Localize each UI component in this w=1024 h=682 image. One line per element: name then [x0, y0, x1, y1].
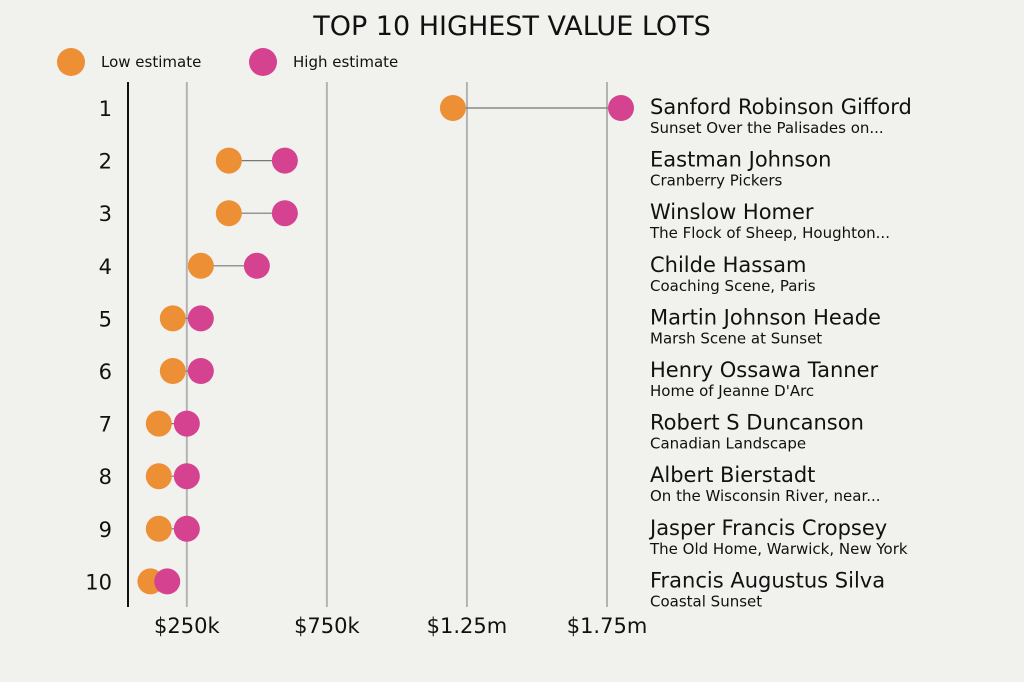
artist-name: Jasper Francis Cropsey — [648, 516, 887, 540]
high-estimate-dot — [243, 252, 270, 279]
low-estimate-dot — [145, 515, 172, 542]
rank-label: 4 — [99, 255, 112, 279]
x-axis: $250k $750k $1.25m $1.75m — [154, 614, 647, 638]
rank-label: 2 — [99, 150, 112, 174]
low-estimate-dot — [215, 147, 242, 174]
artist-name: Robert S Duncanson — [650, 411, 864, 435]
artist-name: Francis Augustus Silva — [650, 568, 885, 592]
high-estimate-dot — [173, 410, 200, 437]
work-title: Canadian Landscape — [650, 435, 806, 453]
x-tick-label: $250k — [154, 614, 220, 638]
artist-name: Henry Ossawa Tanner — [650, 358, 879, 382]
work-title: Cranberry Pickers — [650, 172, 782, 190]
legend-high-swatch — [249, 48, 277, 76]
work-title: On the Wisconsin River, near... — [650, 487, 881, 505]
chart-title: TOP 10 HIGHEST VALUE LOTS — [312, 11, 711, 42]
rank-label: 5 — [99, 307, 112, 331]
low-estimate-dot — [145, 410, 172, 437]
work-title: Marsh Scene at Sunset — [650, 329, 822, 347]
high-estimate-dot — [187, 305, 214, 332]
artist-name: Martin Johnson Heade — [650, 305, 881, 329]
work-title: Coastal Sunset — [650, 592, 762, 610]
artist-name: Albert Bierstadt — [650, 463, 815, 487]
work-title: Home of Jeanne D'Arc — [650, 382, 814, 400]
x-tick-label: $1.75m — [567, 614, 648, 638]
high-estimate-dot — [154, 568, 181, 595]
high-estimate-dot — [173, 515, 200, 542]
work-title: Coaching Scene, Paris — [650, 277, 816, 295]
legend-high-label: High estimate — [293, 53, 398, 71]
rank-label: 3 — [99, 202, 112, 226]
artist-name: Eastman Johnson — [650, 148, 831, 172]
work-title: Sunset Over the Palisades on... — [650, 119, 884, 137]
x-tick-label: $1.25m — [427, 614, 508, 638]
low-estimate-dot — [187, 252, 214, 279]
rank-label: 10 — [85, 570, 112, 594]
rank-label: 8 — [99, 465, 112, 489]
rank-label: 9 — [99, 518, 112, 542]
rank-label: 7 — [99, 413, 112, 437]
high-estimate-dot — [271, 200, 298, 227]
high-estimate-dot — [173, 463, 200, 490]
artist-name: Childe Hassam — [650, 253, 806, 277]
x-tick-label: $750k — [294, 614, 360, 638]
low-estimate-dot — [145, 463, 172, 490]
rank-label: 1 — [99, 97, 112, 121]
low-estimate-dot — [159, 358, 186, 384]
rank-label: 6 — [99, 360, 112, 384]
legend-low-swatch — [57, 48, 85, 76]
high-estimate-dot — [271, 147, 298, 174]
artist-name: Winslow Homer — [650, 200, 814, 224]
work-title: The Old Home, Warwick, New York — [649, 540, 908, 558]
legend-low-label: Low estimate — [101, 53, 201, 71]
low-estimate-dot — [215, 200, 242, 227]
high-estimate-dot — [608, 95, 634, 121]
high-estimate-dot — [187, 358, 214, 384]
legend: Low estimate High estimate — [57, 48, 398, 76]
low-estimate-dot — [439, 95, 466, 121]
work-title: The Flock of Sheep, Houghton... — [649, 224, 890, 242]
artist-name: Sanford Robinson Gifford — [650, 95, 912, 119]
low-estimate-dot — [159, 305, 186, 332]
